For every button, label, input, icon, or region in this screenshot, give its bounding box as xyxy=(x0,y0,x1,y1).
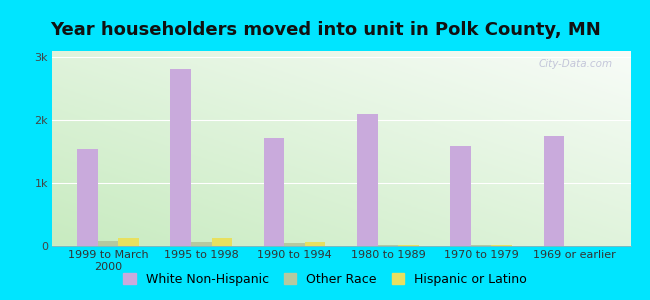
Bar xyxy=(378,245,398,246)
Bar xyxy=(398,245,419,246)
Bar xyxy=(77,148,98,246)
Bar xyxy=(211,238,232,246)
Bar xyxy=(357,114,378,246)
Bar xyxy=(98,241,118,246)
Bar xyxy=(170,69,191,246)
Text: Year householders moved into unit in Polk County, MN: Year householders moved into unit in Pol… xyxy=(49,21,601,39)
Bar xyxy=(191,242,211,246)
Bar xyxy=(118,238,139,246)
Bar xyxy=(264,138,284,246)
Bar xyxy=(544,136,564,246)
Legend: White Non-Hispanic, Other Race, Hispanic or Latino: White Non-Hispanic, Other Race, Hispanic… xyxy=(118,268,532,291)
Bar xyxy=(491,245,512,246)
Bar xyxy=(450,146,471,246)
Bar xyxy=(471,245,491,246)
Bar xyxy=(305,242,326,246)
Text: City-Data.com: City-Data.com xyxy=(539,59,613,69)
Bar xyxy=(284,244,305,246)
